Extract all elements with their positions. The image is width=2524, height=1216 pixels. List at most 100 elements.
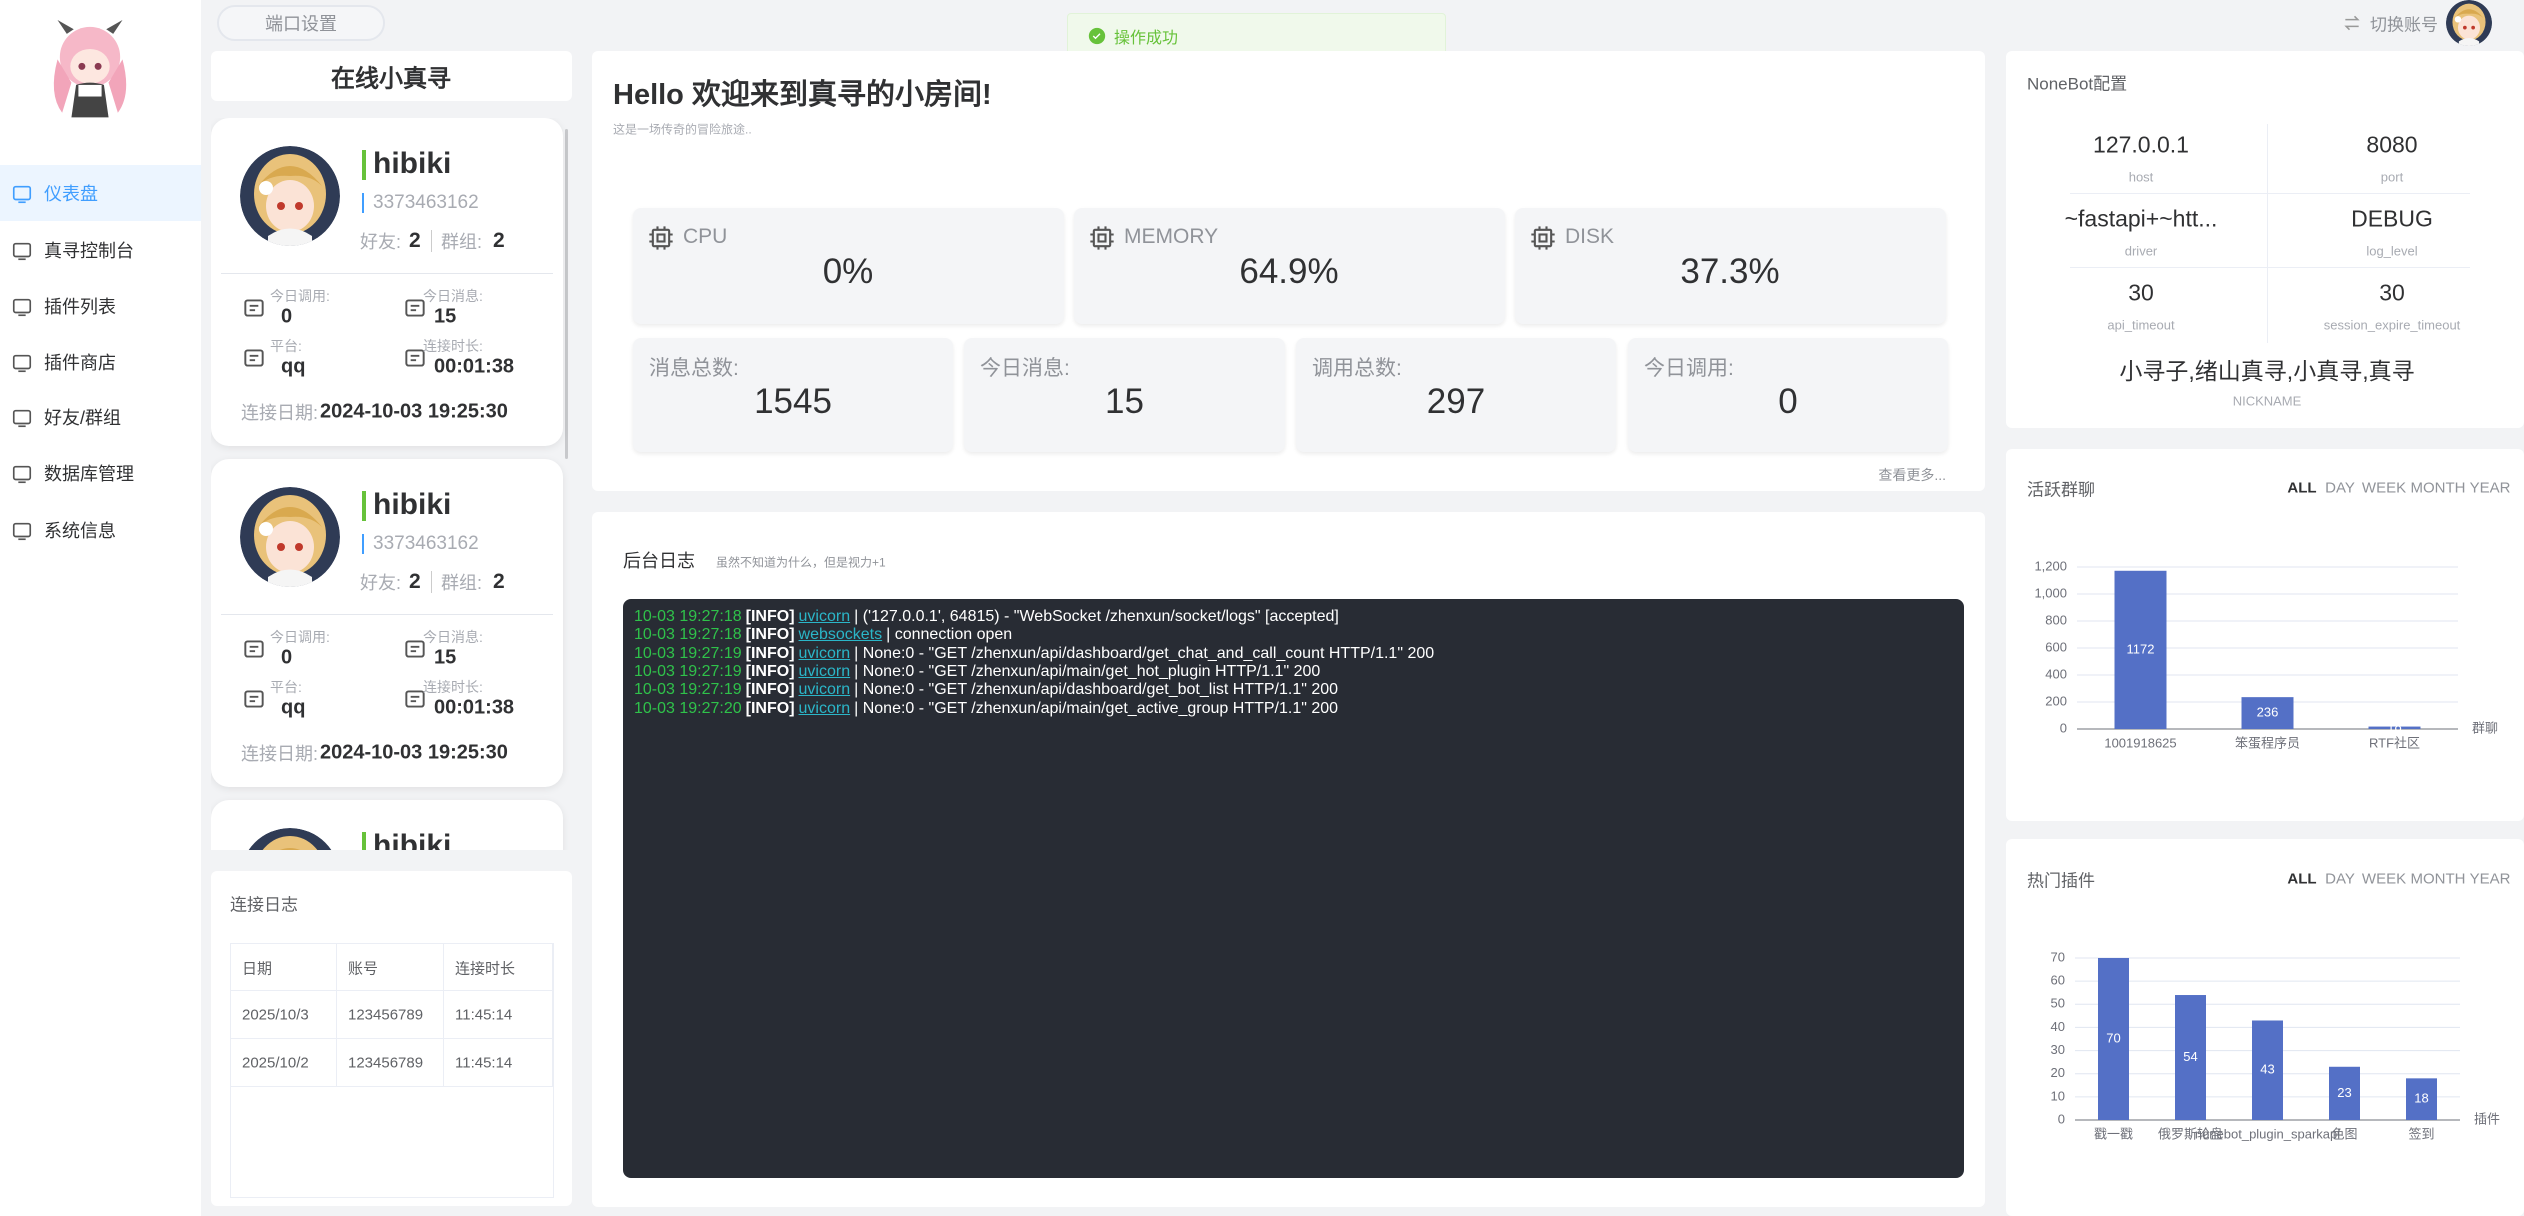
menu-label: 仪表盘 [44,184,98,204]
scrollbar [565,129,568,459]
range-tab[interactable]: ALL [2287,870,2317,888]
friends-label: 好友: [360,573,402,593]
platform-label: 平台: [270,679,302,695]
range-tab[interactable]: YEAR [2469,479,2511,497]
today_msgs-value: 15 [434,646,457,669]
stat-label: 调用总数: [1312,357,1402,380]
bot-card: hibiki [211,800,563,850]
log-time: 10-03 19:27:19 [634,644,742,662]
online-title-box: 在线小真寻 [211,51,572,101]
groups-label: 群组: [441,232,483,252]
bot-name: hibiki [373,488,452,521]
nickname-key: NICKNAME [2232,393,2302,409]
date-label: 连接日期: [241,744,319,764]
table-cell: 2025/10/3 [231,991,337,1039]
nb-hdivider [2070,193,2470,194]
range-tab[interactable]: DAY [2325,479,2355,497]
menu-label: 插件商店 [44,353,116,373]
table-cell-text: 123456789 [348,1054,424,1072]
log-time: 10-03 19:27:20 [634,699,742,717]
nickname-value: 小寻子,绪山真寻,小真寻,真寻 [2119,358,2415,384]
menu-item[interactable]: 插件列表 [0,278,201,334]
menu-icon [11,520,33,542]
config-key: api_timeout [2107,317,2175,333]
bot-name: hibiki [373,829,452,850]
range-tab[interactable]: ALL [2287,479,2317,497]
menu-item[interactable]: 系统信息 [0,502,201,558]
today_calls-value: 0 [281,646,293,669]
bot-name: hibiki [373,147,452,180]
log-source: uvicorn [798,662,851,680]
menu-item[interactable]: 好友/群组 [0,389,201,445]
menu-icon [11,463,33,485]
log-line: 10-03 19:27:19 [INFO] uvicorn | None:0 - "G… [634,681,1338,699]
range-tab[interactable]: WEEK [2361,870,2407,888]
config-value: 127.0.0.1 [2093,131,2189,158]
menu-icon [11,407,33,429]
chart-title: 热门插件 [2027,871,2095,891]
log-level: [INFO] [745,608,795,625]
table-cell-text: 11:45:14 [455,1054,513,1072]
log-time: 10-03 19:27:18 [634,626,742,644]
log-line: 10-03 19:27:18 [INFO] uvicorn | ('127.0.0.1… [634,608,1339,626]
online-title: 在线小真寻 [331,65,451,93]
table-cell-text: 2025/10/2 [242,1054,309,1072]
friends-value: 2 [409,229,421,252]
chart-panel: 热门插件 ALL DAY WEEK MONTH YEAR [2006,839,2524,1216]
today_msgs-icon [402,636,428,662]
menu-label: 插件列表 [44,297,116,317]
name-bar [362,150,366,180]
welcome-panel: Hello 欢迎来到真寻的小房间! 这是一场传奇的冒险旅途.. CPU 0% MEMOR… [592,51,1985,491]
bot-id: 3373463162 [373,192,479,213]
log-level: [INFO] [745,644,795,662]
config-key: session_expire_timeout [2323,317,2461,333]
today_msgs-label: 今日消息: [423,288,483,304]
name-bar [362,832,366,850]
log-level: [INFO] [745,626,795,644]
range-tab[interactable]: DAY [2325,870,2355,888]
duration-label: 连接时长: [423,679,483,695]
stat-label: 今日调用: [1644,357,1734,380]
menu-item[interactable]: 插件商店 [0,334,201,390]
date-label: 连接日期: [241,403,319,423]
more-link[interactable]: 查看更多... [1878,467,1946,483]
menu-item[interactable]: 数据库管理 [0,445,201,501]
today_calls-label: 今日调用: [270,629,330,645]
today_calls-value: 0 [281,305,293,328]
system-value: 64.9% [1239,252,1339,291]
id-bar [362,534,364,554]
menu-item[interactable]: 真寻控制台 [0,222,201,278]
log-panel: 后台日志 虽然不知道为什么，但是视力+1 10-03 19:27:18 [INFO] u… [592,512,1985,1207]
range-tab[interactable]: MONTH [2410,479,2466,497]
config-key: log_level [2366,243,2418,259]
menu-label: 数据库管理 [44,464,134,484]
connection-log-table: 日期 账号 连接时长 2025/10/3 123456789 11:45:14 2025/1… [230,943,554,1198]
stat-card: 消息总数: 1545 [633,338,953,452]
log-source: uvicorn [798,608,851,625]
stat-value: 0 [1778,382,1798,421]
stat-label: 今日消息: [980,357,1070,380]
menu-item[interactable]: 仪表盘 [0,165,201,221]
date-value: 2024-10-03 19:25:30 [320,400,508,423]
range-tab[interactable]: WEEK [2361,479,2407,497]
switch-account[interactable]: 切换账号 [2370,15,2438,35]
range-tab[interactable]: YEAR [2469,870,2511,888]
table-header: 连接时长 [455,960,516,978]
log-line: 10-03 19:27:19 [INFO] uvicorn | None:0 - "G… [634,663,1320,681]
table-cell: 123456789 [337,1039,444,1087]
bot-card: hibiki 3373463162 好友: 2 群组: 2 今日调用: 0 今日消息: 15 平台:… [211,459,563,787]
welcome-subtitle: 这是一场传奇的冒险旅途.. [613,122,752,137]
welcome-title: Hello 欢迎来到真寻的小房间! [613,79,992,111]
platform-icon [241,345,267,371]
table-cell-text: 11:45:14 [455,1006,513,1024]
log-time: 10-03 19:27:19 [634,662,742,680]
range-tab[interactable]: MONTH [2410,870,2466,888]
table-cell: 123456789 [337,991,444,1039]
toast-icon [1088,27,1106,45]
log-message: | None:0 - "GET /zhenxun/api/main/get_ac… [854,699,1339,717]
config-key: port [2380,169,2404,185]
table-cell: 11:45:14 [444,1039,553,1087]
port-settings-button[interactable]: 端口设置 [217,5,385,41]
log-source: websockets [798,626,883,644]
